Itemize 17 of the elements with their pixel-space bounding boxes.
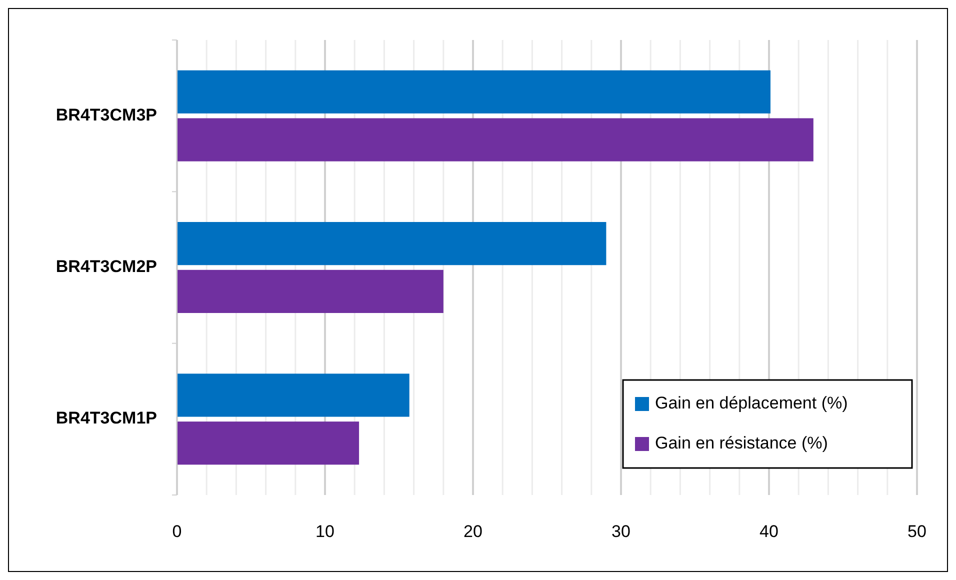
legend-label: Gain en déplacement (%) bbox=[655, 393, 848, 412]
x-tick-label: 40 bbox=[760, 522, 778, 541]
bar bbox=[177, 374, 410, 417]
bar bbox=[177, 270, 444, 313]
bar bbox=[177, 118, 814, 162]
bar bbox=[177, 70, 770, 114]
y-tick-label: BR4T3CM2P bbox=[56, 256, 157, 276]
x-tick-label: 50 bbox=[908, 522, 926, 541]
x-tick-label: 10 bbox=[316, 522, 334, 541]
y-tick-label: BR4T3CM1P bbox=[56, 408, 157, 428]
x-tick-label: 30 bbox=[612, 522, 630, 541]
x-tick-label: 20 bbox=[464, 522, 482, 541]
y-tick-label: BR4T3CM3P bbox=[56, 105, 157, 124]
x-tick-label: 0 bbox=[172, 522, 182, 541]
bar bbox=[177, 222, 606, 266]
bar bbox=[177, 422, 360, 465]
legend-label: Gain en résistance (%) bbox=[655, 433, 828, 452]
